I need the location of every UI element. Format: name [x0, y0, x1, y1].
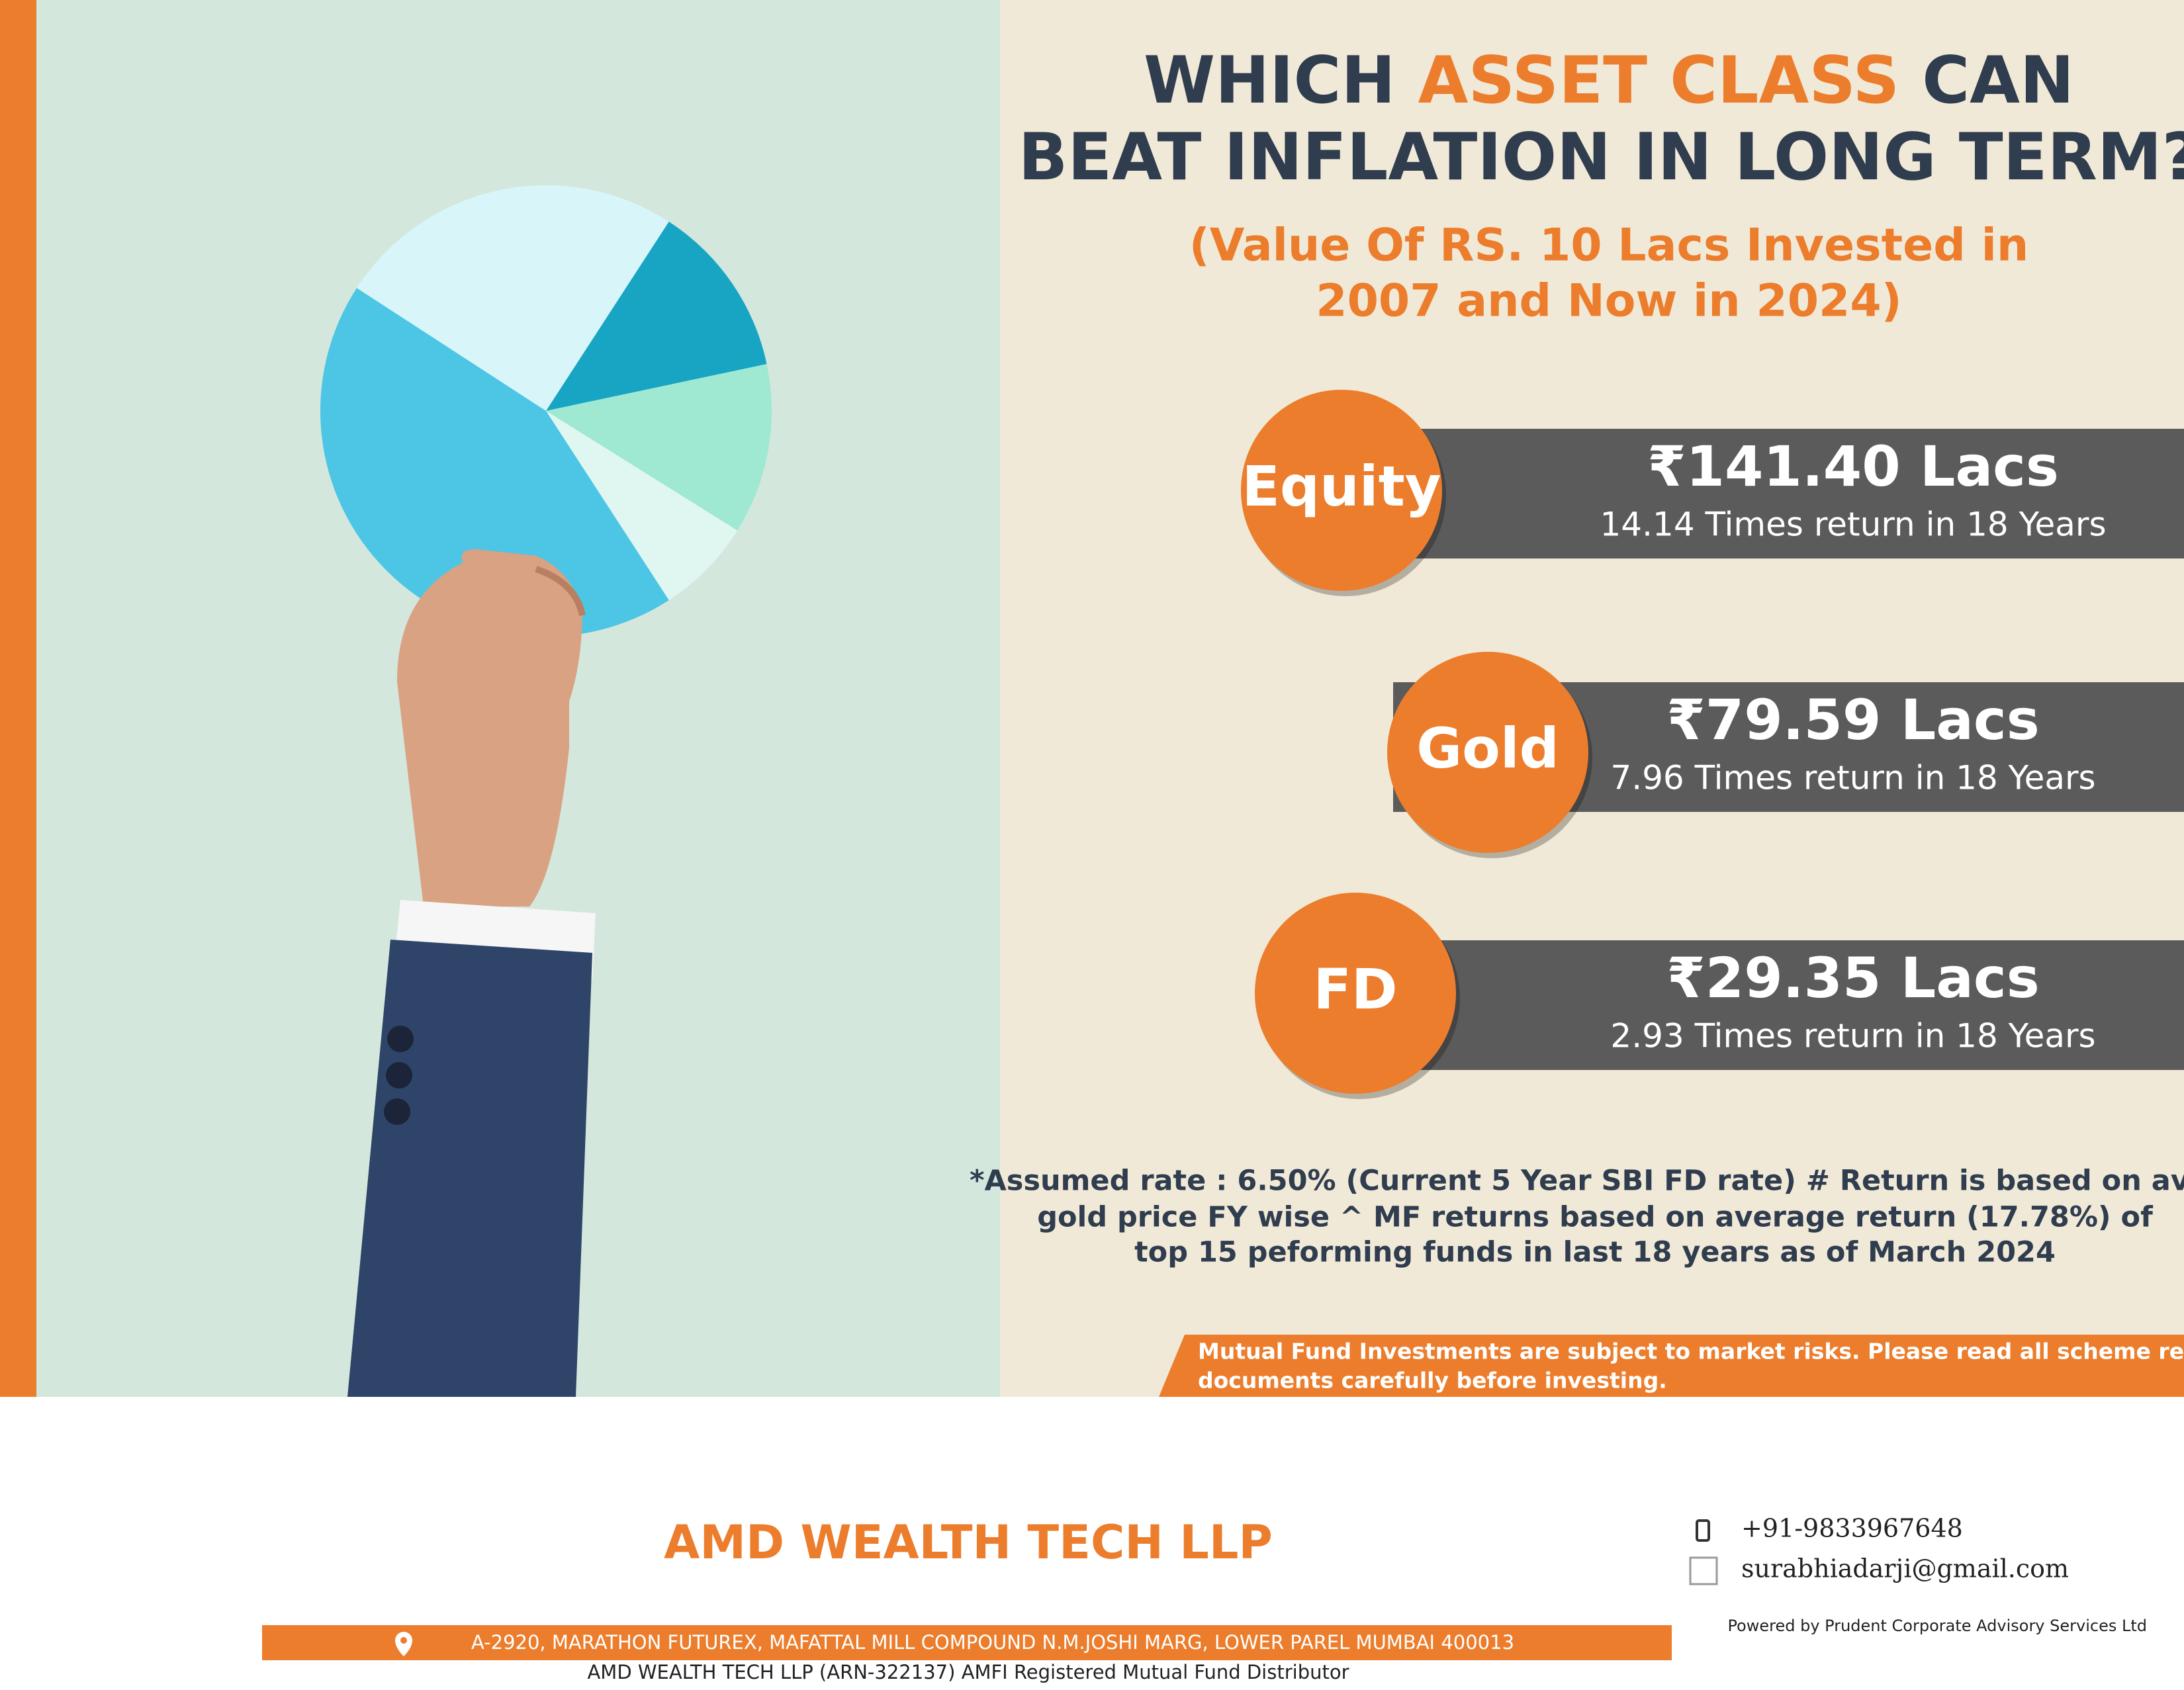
phone-icon: [1696, 1519, 1710, 1542]
title-highlight: ASSET CLASS: [1418, 43, 1900, 118]
title-line: BEAT INFLATION IN LONG TERM?: [1019, 120, 2184, 195]
registration: AMD WEALTH TECH LLP (ARN-322137) AMFI Re…: [587, 1661, 1349, 1683]
button: [384, 1098, 410, 1125]
value-bar: [1393, 429, 2184, 558]
asset-name: Gold: [1416, 716, 1559, 781]
footnote: top 15 peforming funds in last 18 years …: [1134, 1236, 2056, 1269]
disclaimer-band: [1159, 1335, 2184, 1397]
asset-rows: Equity ₹141.40 Lacs 14.14 Times return in …: [1241, 390, 2184, 1099]
pie-slice: [357, 185, 669, 411]
arm-illustration: [347, 549, 596, 1397]
pie-illustration: [320, 185, 772, 637]
button: [387, 1026, 414, 1052]
phone: +91-9833967648: [1741, 1514, 1963, 1543]
email-icon: [1689, 1556, 1718, 1585]
asset-badge: [1387, 652, 1588, 853]
value-bar: [1393, 940, 2184, 1070]
company-name: AMD WEALTH TECH LLP: [664, 1515, 1273, 1570]
asset-name: FD: [1313, 957, 1397, 1022]
asset-return: 2.93 Times return in 18 Years: [1610, 1017, 2095, 1055]
footnote: *Assumed rate : 6.50% (Current 5 Year SB…: [970, 1165, 2184, 1198]
asset-value: ₹79.59 Lacs: [1666, 688, 2039, 752]
hand: [397, 549, 582, 907]
subtitle: (Value Of RS. 10 Lacs Invested in: [1189, 220, 2029, 272]
email: surabhiadarji@gmail.com: [1741, 1554, 2069, 1583]
address-bar: [262, 1625, 1672, 1660]
pie-slice: [320, 288, 669, 637]
pie-slice: [546, 222, 767, 411]
title-text: CAN: [1922, 43, 2074, 118]
button: [386, 1062, 412, 1089]
asset-badge: [1241, 390, 1442, 591]
address: A-2920, MARATHON FUTUREX, MAFATTAL MILL …: [471, 1631, 1514, 1654]
asset-badge: [1255, 893, 1456, 1094]
asset-value: ₹29.35 Lacs: [1666, 946, 2039, 1010]
asset-return: 14.14 Times return in 18 Years: [1600, 506, 2106, 544]
asset-value: ₹141.40 Lacs: [1647, 434, 2059, 499]
title-text: WHICH: [1144, 43, 1396, 118]
disclaimer: documents carefully before investing.: [1198, 1368, 1667, 1394]
subtitle: 2007 and Now in 2024): [1316, 275, 1901, 328]
finger: [535, 566, 586, 617]
location-icon-dot: [400, 1637, 407, 1644]
title-line: WHICH ASSET CLASS CAN: [1144, 43, 2074, 118]
asset-name: Equity: [1242, 454, 1441, 519]
powered-by: Powered by Prudent Corporate Advisory Se…: [1727, 1617, 2147, 1635]
left-strip: [0, 0, 36, 1397]
disclaimer: Mutual Fund Investments are subject to m…: [1198, 1339, 2184, 1364]
asset-return: 7.96 Times return in 18 Years: [1610, 759, 2095, 797]
sleeve: [347, 940, 592, 1397]
pie-slice: [546, 364, 772, 531]
footnote: gold price FY wise ^ MF returns based on…: [1037, 1201, 2154, 1234]
location-icon: [395, 1632, 412, 1656]
pie-slice: [546, 411, 738, 600]
